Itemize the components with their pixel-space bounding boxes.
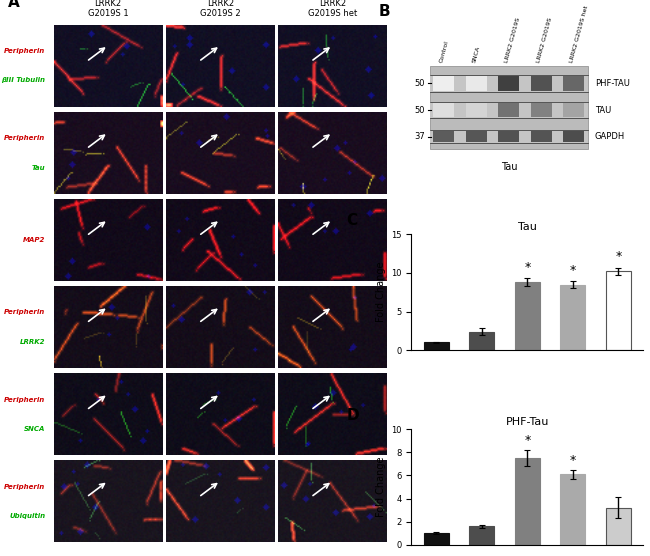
Text: LRRK2
G2019S 2: LRRK2 G2019S 2 xyxy=(200,0,240,18)
Bar xyxy=(531,103,552,117)
Text: Peripherin: Peripherin xyxy=(4,135,46,141)
Text: LRRK2
G2019S 1: LRRK2 G2019S 1 xyxy=(88,0,129,18)
Text: C: C xyxy=(346,213,358,228)
Text: 50: 50 xyxy=(415,106,425,115)
Text: GAPDH: GAPDH xyxy=(595,132,625,141)
Bar xyxy=(469,527,495,545)
Text: A: A xyxy=(8,0,20,9)
Text: SNCA: SNCA xyxy=(471,46,481,63)
Bar xyxy=(469,331,495,350)
Bar xyxy=(560,474,586,545)
Bar xyxy=(606,508,631,545)
Text: *: * xyxy=(570,264,576,277)
Bar xyxy=(564,103,584,117)
Text: *: * xyxy=(570,454,576,466)
Bar xyxy=(606,271,631,350)
Text: *: * xyxy=(616,250,621,263)
Bar xyxy=(564,131,584,142)
Bar xyxy=(430,130,588,143)
Text: LRRK2
G2019S het: LRRK2 G2019S het xyxy=(308,0,357,18)
Bar xyxy=(499,131,519,142)
Text: Peripherin: Peripherin xyxy=(4,310,46,315)
Y-axis label: Fold Change: Fold Change xyxy=(376,262,385,322)
Text: 50: 50 xyxy=(415,79,425,88)
Bar xyxy=(499,103,519,117)
Bar xyxy=(466,76,487,91)
Y-axis label: Fold Change: Fold Change xyxy=(376,456,385,517)
Bar xyxy=(430,75,588,92)
Text: SNCA: SNCA xyxy=(24,426,46,432)
Text: Tau: Tau xyxy=(32,165,46,171)
Bar xyxy=(466,131,487,142)
Text: *: * xyxy=(525,261,530,274)
Bar xyxy=(424,342,449,350)
Bar xyxy=(531,76,552,91)
Bar xyxy=(466,103,487,117)
Text: βIII Tubulin: βIII Tubulin xyxy=(1,77,46,83)
Bar xyxy=(564,76,584,91)
Bar xyxy=(434,131,454,142)
Bar xyxy=(499,76,519,91)
Text: D: D xyxy=(346,408,359,423)
Text: MAP2: MAP2 xyxy=(23,237,46,243)
Text: 37: 37 xyxy=(415,132,425,141)
Text: PHF-TAU: PHF-TAU xyxy=(595,79,630,88)
Text: Peripherin: Peripherin xyxy=(4,484,46,490)
Bar xyxy=(434,103,454,117)
Text: Peripherin: Peripherin xyxy=(4,396,46,403)
Bar xyxy=(434,76,454,91)
Text: LRRK2 G2019S het: LRRK2 G2019S het xyxy=(569,5,589,63)
Bar xyxy=(515,458,540,545)
Title: PHF-Tau: PHF-Tau xyxy=(506,417,549,427)
Title: Tau: Tau xyxy=(518,222,537,232)
Text: LRRK2 G2019S: LRRK2 G2019S xyxy=(536,17,553,63)
Bar xyxy=(430,102,588,118)
Text: *: * xyxy=(525,434,530,447)
Bar xyxy=(430,66,588,148)
Text: Tau: Tau xyxy=(500,162,517,172)
Text: LRRK2 G2019S: LRRK2 G2019S xyxy=(504,17,521,63)
Text: TAU: TAU xyxy=(595,106,611,115)
Bar xyxy=(424,533,449,545)
Text: Control: Control xyxy=(439,40,450,63)
Bar xyxy=(515,282,540,350)
Bar xyxy=(531,131,552,142)
Text: Ubiquitin: Ubiquitin xyxy=(9,513,46,519)
Text: LRRK2: LRRK2 xyxy=(20,339,46,345)
Text: Peripherin: Peripherin xyxy=(4,48,46,54)
Bar xyxy=(560,285,586,350)
Text: B: B xyxy=(379,3,391,18)
